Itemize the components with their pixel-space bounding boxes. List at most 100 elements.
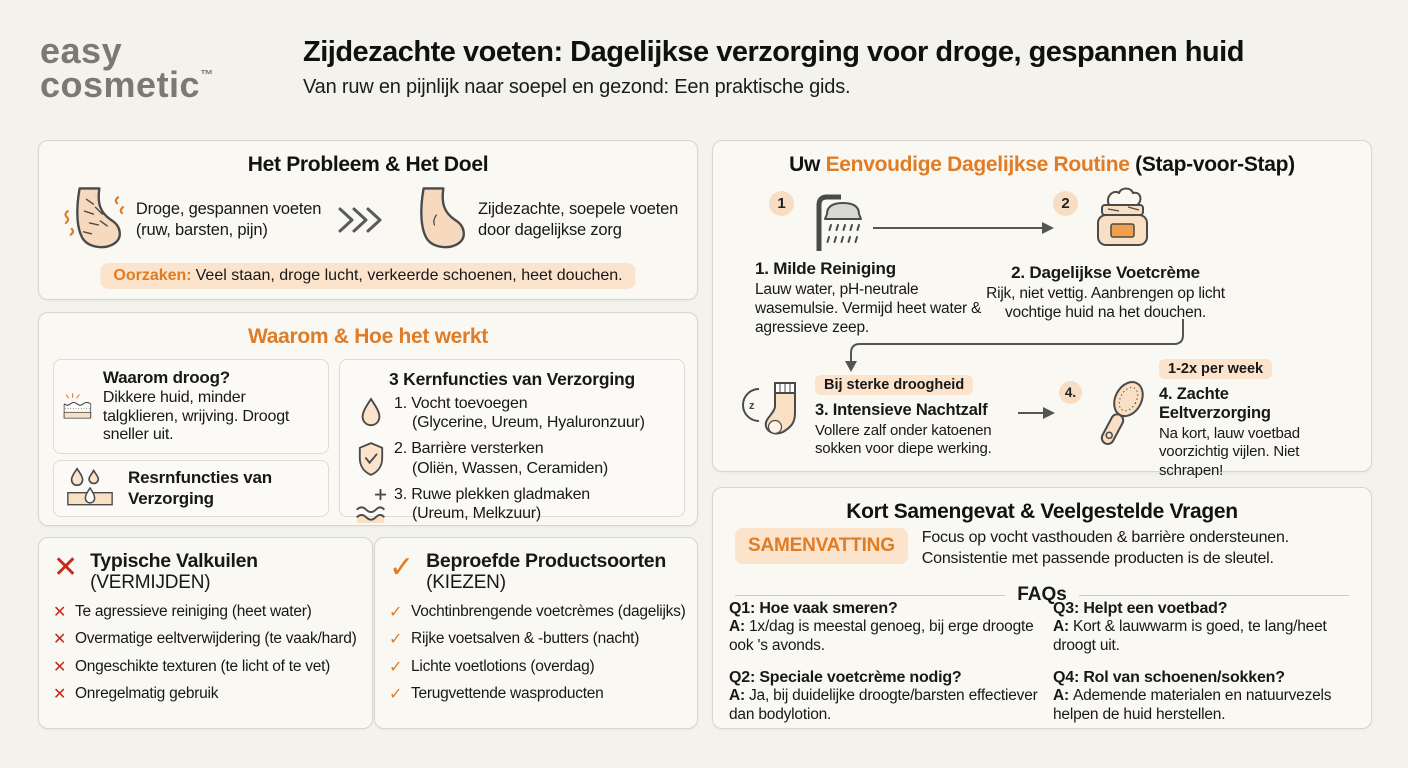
- foot-file-icon: [1100, 381, 1144, 445]
- pitfalls-subheading: (VERMIJDEN): [90, 572, 211, 594]
- causes-pill: Oorzaken: Veel staan, droge lucht, verkee…: [100, 263, 636, 289]
- logo-word: cosmetic: [40, 64, 201, 106]
- cross-icon: ✕: [53, 631, 67, 649]
- faq-question: Q3: Helpt een voetbad?: [1053, 600, 1228, 617]
- routine-flow-connectors: [845, 222, 1184, 419]
- routine-panel-title: Uw Eenvoudige Dagelijkse Routine (Stap-v…: [721, 153, 1363, 177]
- pitfalls-heading: Typische Valkuilen: [90, 550, 258, 572]
- why-dry-body: Dikkere huid, minder talgklieren, wrijvi…: [102, 388, 290, 444]
- faq-answer: Ja, bij duidelijke droogte/barsten effec…: [729, 686, 1038, 723]
- summary-panel-title: Kort Samengevat & Veelgestelde Vragen: [846, 500, 1238, 523]
- why-how-panel: Waarom & Hoe het werkt Waarom droog? Dik…: [38, 312, 698, 526]
- pitfalls-header: ✕ Typische Valkuilen (VERMIJDEN): [39, 538, 372, 594]
- pitfall-item: ✕ Onregelmatig gebruik: [53, 684, 364, 704]
- product-item: ✓ Lichte voetlotions (overdag): [389, 657, 689, 677]
- product-item: ✓ Rijke voetsalven & -butters (nacht): [389, 629, 689, 649]
- divider-line: [735, 594, 1006, 596]
- faq-answer-label: A:: [1053, 618, 1069, 635]
- logo-line2: cosmetic™: [40, 67, 214, 103]
- big-check-icon: ✓: [389, 551, 415, 584]
- step-2-text: 2. Dagelijkse Voetcrème Rijk, niet vetti…: [963, 263, 1248, 323]
- product-text: Rijke voetsalven & -butters (nacht): [411, 630, 640, 648]
- product-item: ✓ Terugvettende wasproducten: [389, 684, 689, 704]
- pitfall-item: ✕ Ongeschikte texturen (te licht of te ve…: [53, 657, 364, 677]
- function-3-detail: (Ureum, Melkzuur): [412, 504, 542, 522]
- routine-panel: Uw Eenvoudige Dagelijkse Routine (Stap-v…: [712, 140, 1372, 479]
- problem-after-text: Zijdezachte, soepele voeten door dagelij…: [478, 200, 679, 239]
- trademark-symbol: ™: [200, 67, 214, 83]
- faq-divider: FAQs: [735, 584, 1349, 606]
- faq-item: Q3: Helpt een voetbad? A: Kort & lauwwarm…: [1053, 600, 1363, 656]
- routine-title-highlight: Eenvoudige Dagelijkse Routine: [825, 153, 1130, 176]
- droplets-skin-icon: [67, 466, 113, 505]
- skin-layers-icon: [63, 392, 92, 419]
- triple-chevron-icon: [338, 207, 382, 233]
- routine-title-prefix: Uw: [789, 153, 826, 176]
- core-functions-box: 3 Kernfuncties van Verzorging 1. Vocht t…: [339, 359, 685, 523]
- step-3-tag: Bij sterke droogheid: [815, 375, 974, 395]
- problem-goal-panel: Het Probleem & Het Doel Droge, gespannen…: [38, 140, 698, 300]
- summary-text: Focus op vocht vasthouden & barrière ond…: [921, 529, 1289, 567]
- step-2-body: Rijk, niet vettig. Aanbrengen op licht v…: [986, 285, 1225, 321]
- cross-icon: ✕: [53, 603, 67, 621]
- products-panel: ✓ Beproefde Productsoorten (KIEZEN) ✓ Voc…: [374, 537, 698, 729]
- faq-answer-label: A:: [1053, 686, 1069, 704]
- pitfall-item: ✕ Te agressieve reiniging (heet water): [53, 602, 364, 622]
- cross-icon: ✕: [53, 658, 67, 676]
- faq-answer: 1x/dag is meestal genoeg, bij erge droog…: [729, 618, 1034, 654]
- causes-text: Veel staan, droge lucht, verkeerde schoe…: [195, 267, 623, 284]
- step-3-title: 3. Intensieve Nachtzalf: [815, 401, 988, 419]
- summary-badge: SAMENVATTING: [735, 528, 908, 564]
- core-functions-note-box: Resrnfuncties van Verzorging: [53, 460, 329, 517]
- products-heading: Beproefde Productsoorten: [426, 550, 666, 572]
- problem-panel-title: Het Probleem & Het Doel: [247, 153, 489, 176]
- big-cross-icon: ✕: [53, 551, 79, 584]
- logo-line1: easy: [40, 30, 123, 71]
- pitfall-text: Ongeschikte texturen (te licht of te vet…: [75, 657, 331, 675]
- step-3-text: 3. Intensieve Nachtzalf Vollere zalf ond…: [815, 401, 1015, 459]
- check-icon: ✓: [389, 686, 403, 704]
- products-subheading: (KIEZEN): [426, 572, 506, 594]
- faq-answer-label: A:: [729, 618, 745, 635]
- function-1-title: 1. Vocht toevoegen: [394, 395, 528, 412]
- step-1-body: Lauw water, pH-neutrale wasemulsie. Verm…: [755, 281, 982, 336]
- function-item-1: 1. Vocht toevoegen (Glycerine, Ureum, Hya…: [354, 394, 684, 432]
- pitfall-item: ✕ Overmatige eeltverwijdering (te vaak/ha…: [53, 629, 364, 649]
- causes-label: Oorzaken:: [113, 267, 192, 284]
- faq-item: Q2: Speciale voetcrème nodig? A: Ja, bij …: [729, 669, 1039, 725]
- core-functions-heading: 3 Kernfuncties van Verzorging: [388, 369, 636, 389]
- why-dry-heading: Waarom droog?: [102, 367, 230, 387]
- step-4-body: Na kort, lauw voetbad voorzichtig vijlen…: [1159, 425, 1300, 479]
- function-2-detail: (Oliën, Wassen, Ceramiden): [412, 459, 609, 477]
- faq-grid: Q1: Hoe vaak smeren? A: 1x/dag is meestal…: [729, 600, 1363, 725]
- pitfall-text: Te agressieve reiniging (heet water): [75, 602, 312, 620]
- core-note-label: Resrnfuncties van Verzorging: [128, 467, 272, 508]
- product-text: Lichte voetlotions (overdag): [411, 657, 595, 675]
- faq-question: Q4: Rol van schoenen/sokken?: [1053, 668, 1285, 686]
- check-icon: ✓: [389, 658, 403, 676]
- step-4-title: 4. Zachte Eeltverzorging: [1159, 385, 1271, 422]
- why-dry-box: Waarom droog? Dikkere huid, minder talgk…: [53, 359, 329, 454]
- divider-line: [1078, 594, 1349, 596]
- header: Zijdezachte voeten: Dagelijkse verzorgin…: [303, 36, 1383, 99]
- droplet-icon: [361, 397, 381, 427]
- faq-question: Q2: Speciale voetcrème nodig?: [729, 668, 962, 686]
- cross-icon: ✕: [53, 686, 67, 704]
- function-item-3: 3. Ruwe plekken gladmaken (Ureum, Melkzuu…: [354, 485, 684, 523]
- easycosmetic-logo: easy cosmetic™: [40, 30, 214, 103]
- summary-row: SAMENVATTING Focus op vocht vasthouden &…: [735, 528, 1357, 570]
- problem-before-text: Droge, gespannen voeten (ruw, barsten, p…: [135, 200, 322, 239]
- faq-answer: Ademende materialen en natuurvezels help…: [1053, 686, 1332, 723]
- step-4-tag: 1-2x per week: [1159, 359, 1273, 379]
- step-1-badge: 1: [769, 191, 794, 216]
- function-2-title: 2. Barrière versterken: [394, 440, 544, 458]
- pitfall-text: Onregelmatig gebruik: [75, 685, 219, 703]
- faq-answer-label: A:: [729, 686, 745, 704]
- shield-check-icon: [358, 442, 384, 477]
- function-3-title: 3. Ruwe plekken gladmaken: [394, 485, 591, 503]
- check-icon: ✓: [389, 631, 403, 649]
- faq-question: Q1: Hoe vaak smeren?: [729, 600, 898, 617]
- faq-item: Q4: Rol van schoenen/sokken? A: Ademende …: [1053, 669, 1363, 725]
- check-icon: ✓: [389, 603, 403, 621]
